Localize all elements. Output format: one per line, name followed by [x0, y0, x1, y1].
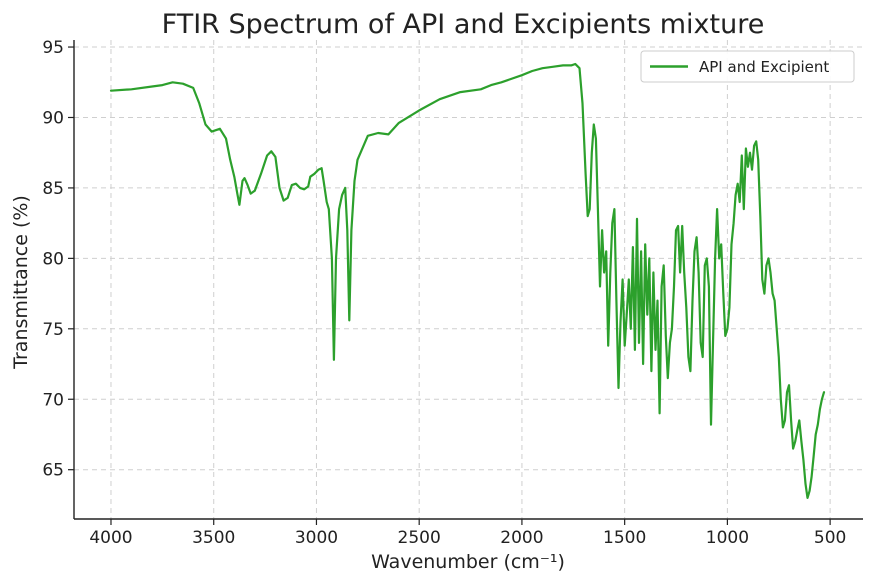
chart-title: FTIR Spectrum of API and Excipients mixt… [162, 9, 765, 40]
y-tick-label: 90 [42, 108, 64, 128]
grid [74, 40, 863, 519]
y-tick-label: 95 [42, 38, 64, 58]
y-tick-label: 80 [42, 249, 64, 269]
legend-entry-label: API and Excipient [699, 58, 829, 76]
y-tick-label: 75 [42, 320, 64, 340]
x-tick-label: 2500 [398, 528, 441, 548]
y-tick-label: 65 [42, 461, 64, 481]
x-ticks: 4000 3500 3000 2500 2000 1500 1000 500 [89, 519, 846, 548]
x-tick-label: 3000 [295, 528, 338, 548]
x-tick-label: 4000 [89, 528, 132, 548]
y-tick-label: 85 [42, 179, 64, 199]
y-ticks: 65 70 75 80 85 90 95 [42, 38, 74, 481]
x-tick-label: 1000 [706, 528, 749, 548]
axes [73, 40, 863, 520]
x-tick-label: 500 [814, 528, 846, 548]
series-line [109, 62, 826, 499]
series-layer [109, 62, 826, 499]
legend[interactable]: API and Excipient [640, 50, 855, 83]
x-axis-label: Wavenumber (cm⁻¹) [371, 551, 565, 573]
x-tick-label: 2000 [500, 528, 543, 548]
legend-box [640, 50, 855, 83]
y-tick-label: 70 [42, 390, 64, 410]
x-tick-label: 1500 [603, 528, 646, 548]
y-axis-label: Transmittance (%) [10, 195, 32, 370]
x-tick-label: 3500 [192, 528, 235, 548]
